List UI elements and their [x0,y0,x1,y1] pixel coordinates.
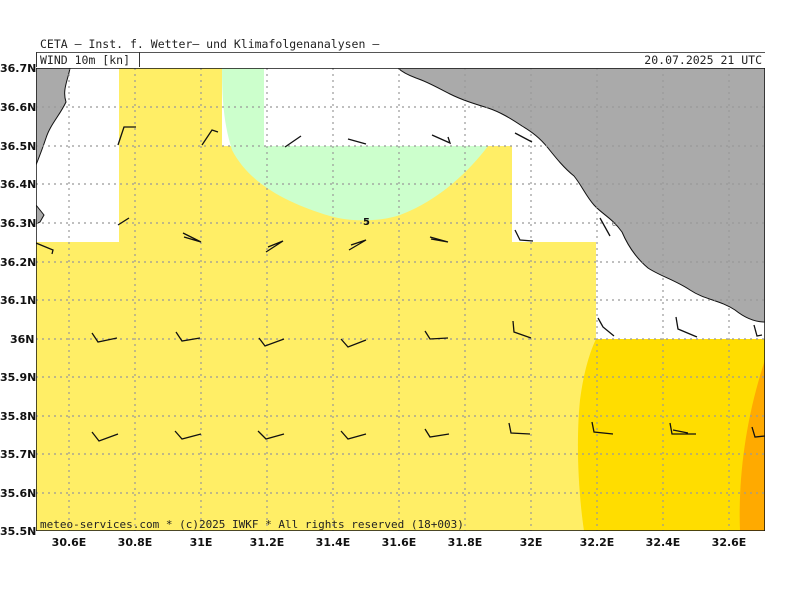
longitude-labels: 30.6E 30.8E 31E 31.2E 31.4E 31.6E 31.8E … [52,536,747,549]
wind-barb [340,338,367,348]
lon-label: 31.2E [250,536,285,549]
wind-barb [431,134,452,145]
wind-barb [284,135,302,148]
copyright-footer: meteo-services.com * (c)2025 IWKF * All … [40,518,464,531]
place-marker: o [612,220,616,228]
lat-label: 36.2N [0,256,36,269]
wind-barb [257,430,285,440]
lat-label: 36.4N [0,178,36,191]
wind-barb [514,229,534,242]
wind-barb [117,126,136,146]
lat-label: 35.7N [0,448,36,461]
wind-barb [751,426,765,438]
wind-barb [429,236,449,243]
map-area [36,68,765,531]
wind-barb [424,428,450,438]
land-west [36,68,71,166]
wind-barb [182,232,202,243]
wind-barb [514,132,533,143]
valid-time: 20.07.2025 21 UTC [644,53,762,67]
wind-barb [258,337,285,347]
lat-label: 36.5N [0,140,36,153]
wind-barb [424,330,449,340]
lat-label: 35.9N [0,371,36,384]
wind-barb [347,138,367,145]
lon-label: 32.4E [646,536,681,549]
lon-label: 31.4E [316,536,351,549]
lon-label: 32.2E [580,536,615,549]
lat-label: 36N [10,333,35,346]
wind-barb [265,240,284,253]
parameter-box [36,52,140,67]
wind-barbs [36,126,765,442]
wind-zone-orange [739,360,765,531]
lat-label: 36.7N [0,62,36,75]
wind-zone-gold [577,339,765,531]
lat-label: 36.6N [0,101,36,114]
wind-barb [591,421,614,435]
lon-label: 30.6E [52,536,87,549]
lon-label: 32E [520,536,543,549]
wind-barb [117,217,130,226]
land-west-spit [36,204,45,225]
wind-barb [597,317,615,337]
wind-barb [753,324,763,337]
lon-label: 31.8E [448,536,483,549]
lat-label: 36.3N [0,217,36,230]
graticule [36,68,765,531]
lat-label: 35.8N [0,410,36,423]
wind-barb [512,320,532,339]
wind-barb [508,422,531,435]
land-northeast [397,68,765,323]
wind-barb [91,431,119,442]
lon-label: 31E [190,536,213,549]
wind-barb [174,430,202,440]
lat-label: 35.6N [0,487,36,500]
lat-label: 36.1N [0,294,36,307]
lon-label: 30.8E [118,536,153,549]
lon-label: 31.6E [382,536,417,549]
map-title: CETA — Inst. f. Wetter— und Klimafolgena… [40,37,380,51]
lat-label: 35.5N [0,525,36,538]
wind-barb [348,239,367,251]
header-rule [36,52,765,53]
contour-label: 5 [363,217,370,228]
wind-barb [675,316,698,338]
lon-label: 32.6E [712,536,747,549]
latitude-labels: 36.7N 36.6N 36.5N 36.4N 36.3N 36.2N 36.1… [0,62,36,538]
wind-barb [669,422,696,435]
wind-barb [91,332,118,343]
wind-barb [201,129,219,146]
wind-barb [36,242,54,255]
parameter-label: WIND 10m [kn] [40,53,131,67]
wind-barb [175,331,201,342]
wind-barb [340,430,367,440]
wind-zone-light-green [222,68,488,221]
wind-barb [599,217,611,237]
